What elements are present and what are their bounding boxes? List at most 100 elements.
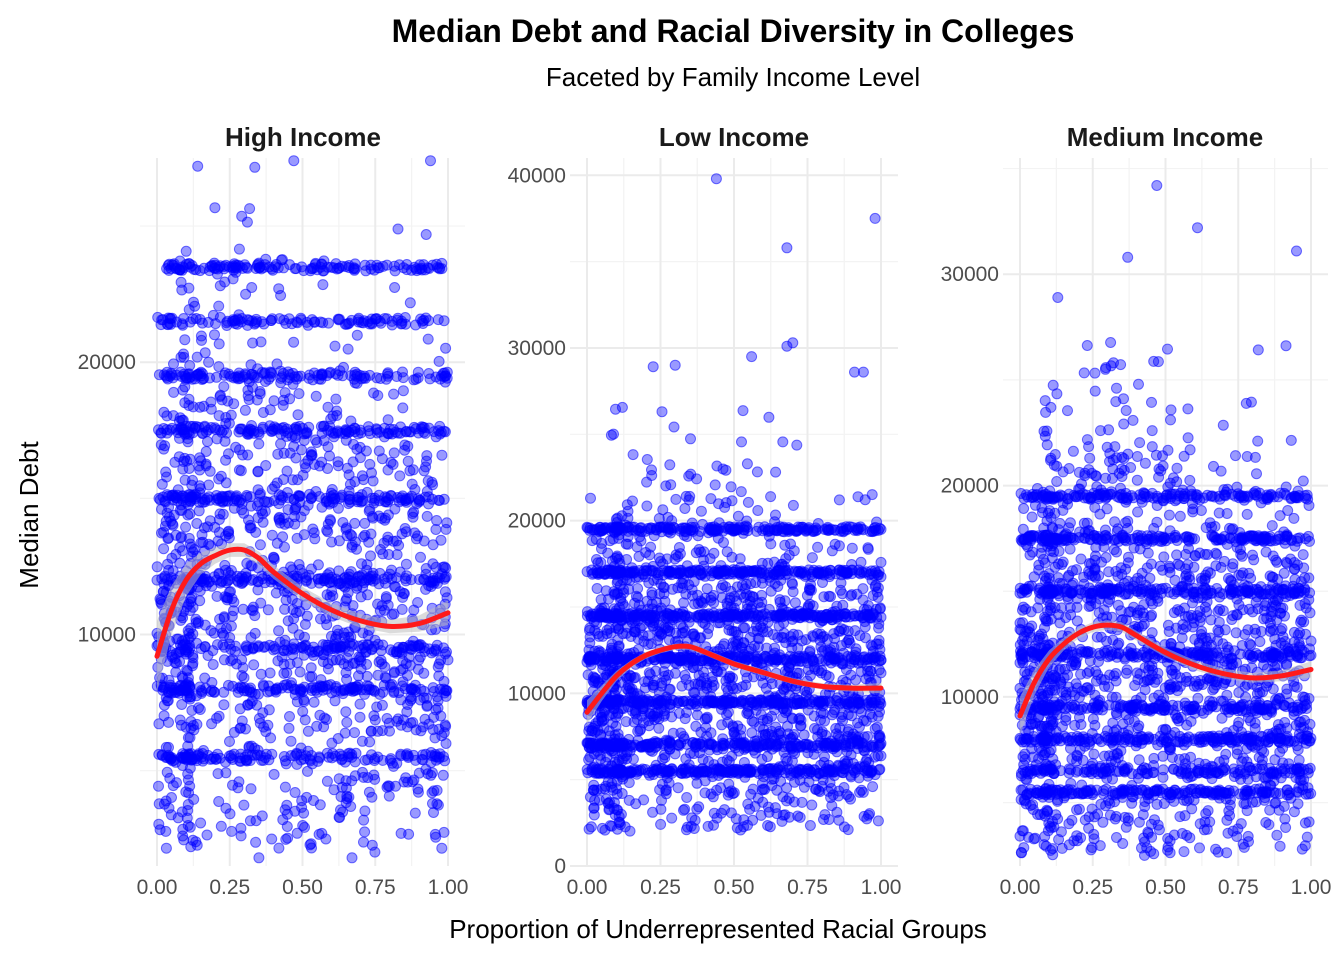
scatter-point (432, 799, 444, 811)
scatter-point (679, 669, 691, 681)
scatter-point (646, 464, 657, 476)
scatter-point (440, 342, 452, 354)
scatter-point (369, 846, 381, 858)
scatter-point (685, 433, 696, 445)
scatter-point (289, 683, 300, 695)
scatter-point (218, 611, 230, 623)
scatter-point (265, 315, 277, 326)
scatter-point (171, 777, 182, 789)
scatter-point (245, 500, 257, 512)
scatter-point (330, 393, 342, 405)
scatter-point (806, 552, 818, 564)
scatter-point (212, 639, 223, 651)
scatter-point (341, 716, 353, 728)
scatter-point (292, 409, 304, 421)
scatter-point (340, 706, 352, 718)
scatter-point (280, 833, 292, 845)
scatter-point (211, 590, 223, 602)
scatter-point (291, 696, 303, 708)
scatter-point (199, 347, 211, 359)
scatter-point (361, 559, 373, 571)
scatter-point (392, 427, 404, 439)
scatter-point (380, 373, 392, 385)
scatter-point-outlier (151, 574, 163, 586)
scatter-point (194, 704, 206, 715)
scatter-point (354, 698, 366, 710)
scatter-point (252, 584, 264, 596)
scatter-point (403, 828, 415, 840)
scatter-point (422, 768, 434, 780)
scatter-point (762, 820, 774, 831)
scatter-point (435, 426, 447, 438)
scatter-point (218, 699, 230, 711)
scatter-point (234, 444, 245, 456)
scatter-point (285, 735, 297, 747)
scatter-point (297, 820, 309, 831)
scatter-point (723, 778, 735, 790)
scatter-point (430, 831, 442, 843)
scatter-point (742, 496, 754, 508)
scatter-point (184, 360, 196, 371)
scatter-point (850, 693, 862, 705)
scatter-point (182, 499, 194, 511)
scatter-point (396, 318, 408, 329)
scatter-point (180, 521, 192, 533)
scatter-point (275, 438, 287, 450)
scatter-point (213, 300, 225, 312)
scatter-point (332, 733, 344, 744)
scatter-point (341, 425, 353, 437)
scatter-point (838, 821, 850, 833)
facet-label: High Income (225, 122, 381, 152)
scatter-point (279, 541, 290, 553)
scatter-point (334, 578, 345, 590)
scatter-point (672, 551, 684, 562)
scatter-point (180, 245, 192, 257)
scatter-point (342, 343, 354, 355)
scatter-point (326, 536, 338, 548)
scatter-point (423, 315, 435, 327)
scatter-point (211, 712, 223, 724)
scatter-point (695, 505, 707, 517)
scatter-point (735, 486, 747, 498)
scatter-point (394, 586, 406, 598)
scatter-point (251, 699, 263, 711)
scatter-point (294, 666, 306, 678)
scatter-point (418, 692, 430, 704)
scatter-point (223, 679, 234, 691)
scatter-point (153, 492, 165, 504)
scatter-point (259, 495, 270, 507)
scatter-point (406, 684, 418, 696)
scatter-point (329, 340, 341, 352)
scatter-point (213, 338, 225, 350)
scatter-point (368, 641, 380, 652)
scatter-point (183, 400, 195, 411)
scatter-point (161, 766, 173, 778)
scatter-point (382, 534, 394, 546)
scatter-point (234, 722, 246, 734)
scatter-point (273, 842, 285, 854)
scatter-point (305, 450, 317, 462)
scatter-point (255, 668, 267, 680)
scatter-point (698, 554, 709, 566)
scatter-point (297, 642, 309, 654)
scatter-point (400, 526, 412, 538)
scatter-point (641, 454, 653, 465)
scatter-point (171, 633, 183, 645)
scatter-point (344, 574, 356, 586)
scatter-point (375, 544, 386, 555)
scatter-point (380, 593, 392, 604)
scatter-point (181, 754, 193, 766)
scatter-point (431, 515, 443, 526)
scatter-point (627, 449, 639, 461)
scatter-point (586, 535, 598, 547)
scatter-point (241, 262, 253, 274)
scatter-point (596, 822, 608, 834)
scatter-point (299, 618, 311, 630)
scatter-point (159, 440, 171, 452)
scatter-point (363, 421, 374, 433)
scatter-point (216, 426, 228, 438)
scatter-point (256, 754, 267, 766)
scatter-point (313, 751, 325, 763)
scatter-point (252, 466, 264, 478)
scatter-point (364, 571, 376, 582)
